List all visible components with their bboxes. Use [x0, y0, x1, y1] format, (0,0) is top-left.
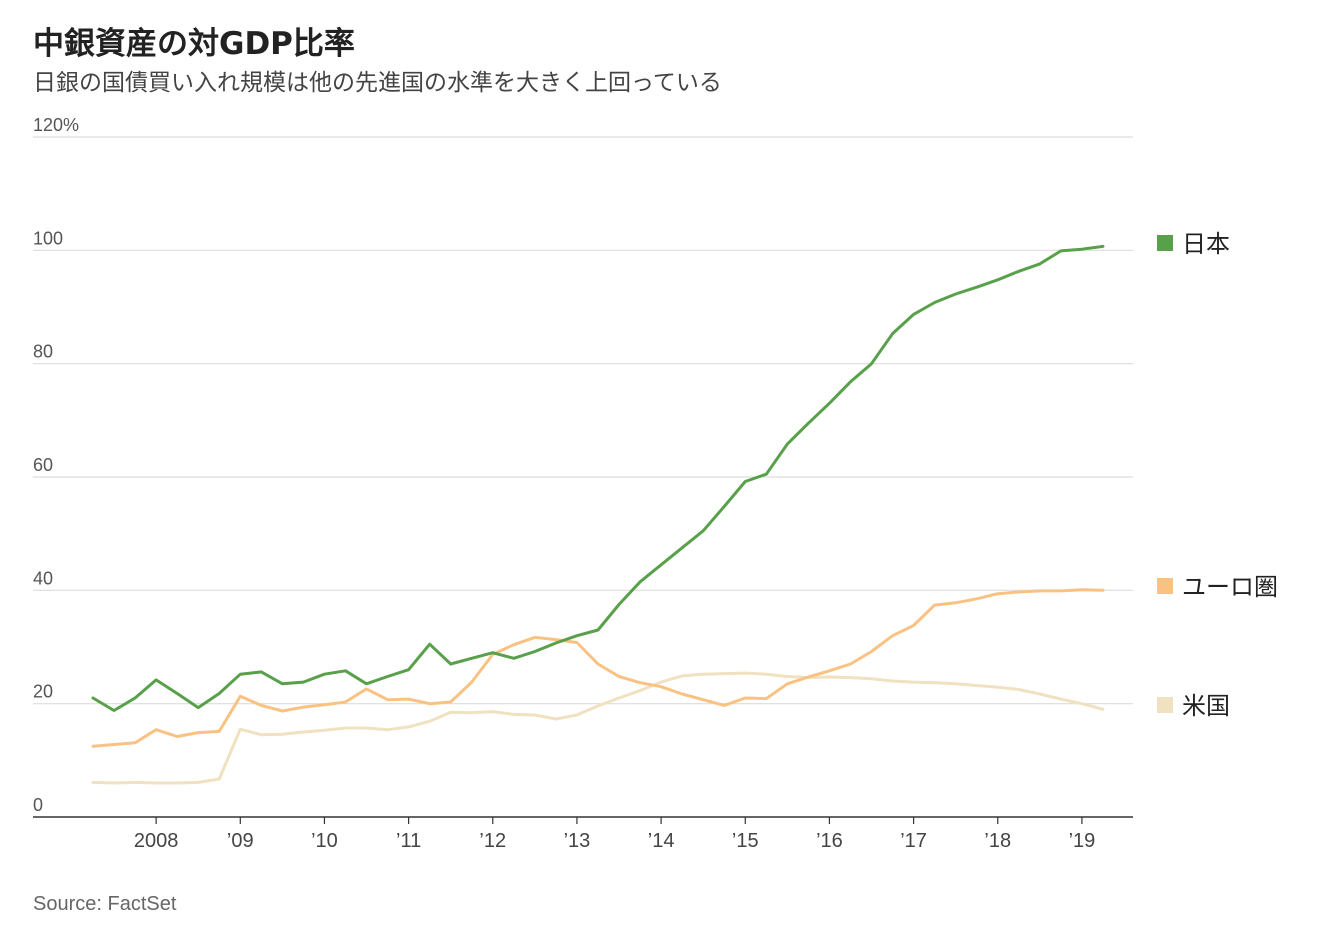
- series-lines: [91, 244, 1105, 785]
- legend-swatch: [1157, 235, 1173, 251]
- y-tick-label: 0: [33, 795, 43, 815]
- legend-swatch: [1157, 697, 1173, 713]
- series-line-1: [91, 588, 1105, 748]
- x-tick-label: ’17: [900, 830, 927, 852]
- y-tick-label: 100: [33, 228, 63, 248]
- y-tick-label: 40: [33, 568, 53, 588]
- chart-title: 中銀資産の対GDP比率: [33, 26, 355, 62]
- x-tick-label: ’19: [1069, 830, 1096, 852]
- legend-label: ユーロ圏: [1182, 573, 1278, 601]
- legend-label: 米国: [1182, 692, 1230, 720]
- y-tick-label: 60: [33, 455, 53, 475]
- y-tick-label: 120%: [33, 115, 79, 135]
- source-note: Source: FactSet: [33, 893, 177, 915]
- x-axis-ticks: 2008 ’09 ’10 ’11 ’12 ’13 ’14 ’15 ’16 ’17 ’18 ’19: [134, 817, 1095, 852]
- chart-subtitle: 日銀の国債買い入れ規模は他の先進国の水準を大きく上回っている: [33, 70, 722, 96]
- x-tick-label: 2008: [134, 830, 179, 852]
- x-tick-label: ’15: [732, 830, 759, 852]
- x-tick-label: ’12: [479, 830, 506, 852]
- legend-label: 日本: [1182, 230, 1230, 258]
- x-tick-label: ’10: [311, 830, 338, 852]
- x-tick-label: ’13: [564, 830, 591, 852]
- y-axis-ticks: 0 20 40 60 80 100 120%: [33, 115, 79, 815]
- y-tick-label: 80: [33, 342, 53, 362]
- x-tick-label: ’16: [816, 830, 843, 852]
- legend-swatch: [1157, 578, 1173, 594]
- x-tick-label: ’18: [984, 830, 1011, 852]
- gridlines: [33, 136, 1133, 818]
- x-tick-label: ’09: [227, 830, 254, 852]
- x-tick-label: ’11: [396, 830, 421, 852]
- series-line-0: [91, 244, 1105, 712]
- series-line-2: [91, 671, 1105, 785]
- x-tick-label: ’14: [648, 830, 675, 852]
- y-tick-label: 20: [33, 682, 53, 702]
